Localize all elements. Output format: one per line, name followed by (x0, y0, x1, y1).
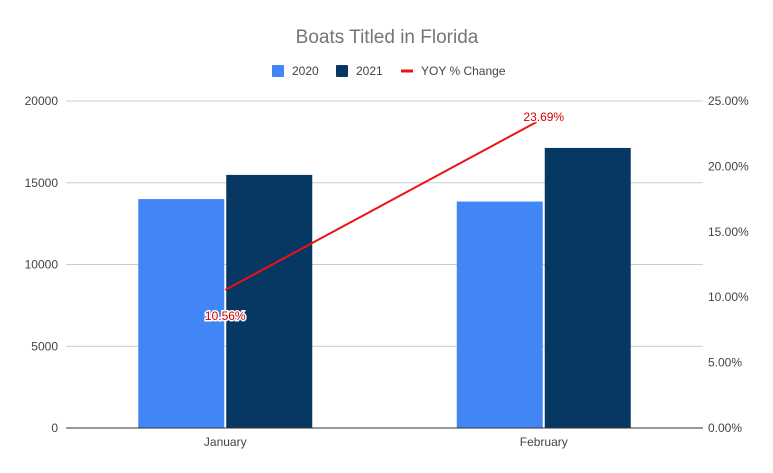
bar-2021-January (226, 174, 313, 428)
legend-swatch-line (401, 69, 413, 73)
left-tick-label: 10000 (25, 258, 59, 272)
legend: 2020 2021 YOY % Change (272, 64, 506, 78)
x-tick-label: February (520, 435, 568, 449)
yoy-line: 10.56% 23.69% (203, 109, 566, 325)
legend-label: YOY % Change (421, 64, 506, 78)
right-tick-label: 10.00% (708, 290, 749, 304)
legend-label: 2020 (292, 64, 319, 78)
right-tick-label: 0.00% (708, 421, 742, 435)
yoy-data-label: 10.56% (205, 309, 246, 323)
right-tick-label: 25.00% (708, 94, 749, 108)
left-tick-label: 0 (51, 421, 58, 435)
legend-swatch-2021 (336, 65, 348, 77)
chart-title: Boats Titled in Florida (296, 27, 479, 48)
bar-2020-January (138, 199, 225, 428)
left-tick-label: 5000 (31, 339, 58, 353)
x-axis: January February (66, 427, 703, 449)
left-tick-label: 20000 (25, 94, 59, 108)
yoy-series-line (224, 117, 545, 291)
bar-2021-February (544, 147, 631, 428)
left-axis: 0 5000 10000 15000 20000 (25, 94, 59, 435)
right-axis: 0.00% 5.00% 10.00% 15.00% 20.00% 25.00% (708, 94, 749, 435)
left-tick-label: 15000 (25, 176, 59, 190)
right-tick-label: 5.00% (708, 356, 742, 370)
bars (138, 147, 631, 428)
yoy-data-label: 23.69% (523, 110, 564, 124)
legend-swatch-2020 (272, 65, 284, 77)
legend-label: 2021 (356, 64, 383, 78)
right-tick-label: 15.00% (708, 225, 749, 239)
bar-2020-February (456, 201, 543, 428)
right-tick-label: 20.00% (708, 159, 749, 173)
x-tick-label: January (204, 435, 247, 449)
